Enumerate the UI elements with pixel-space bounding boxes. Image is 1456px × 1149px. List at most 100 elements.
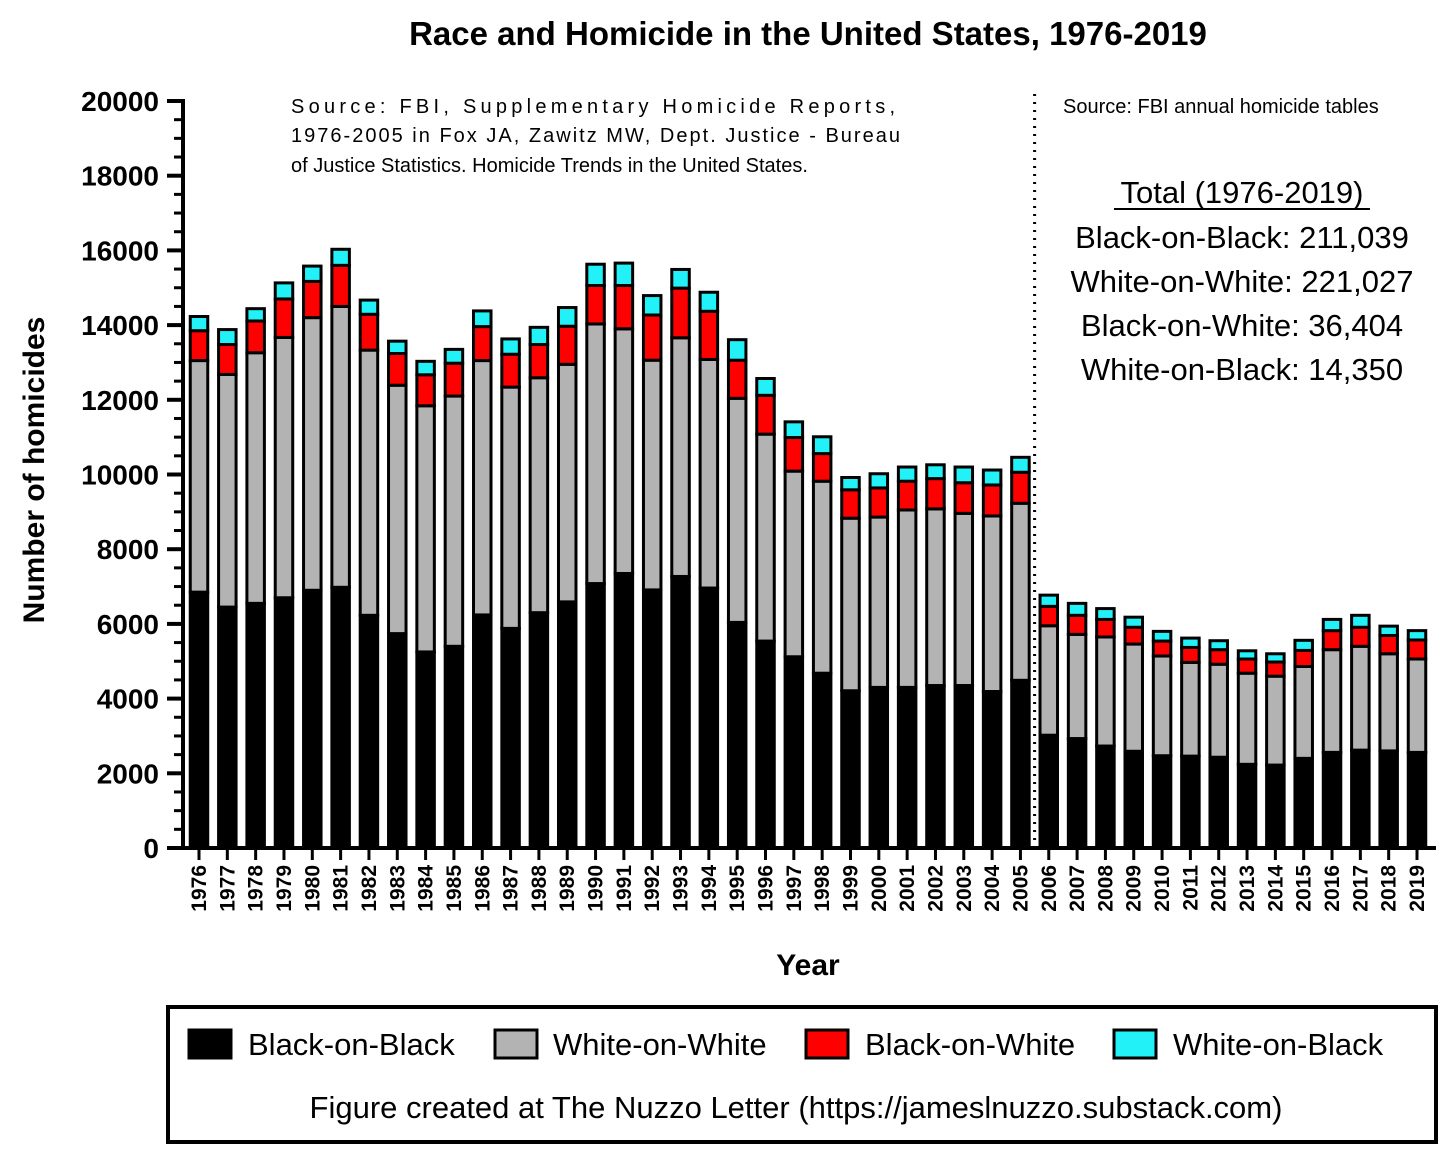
svg-text:of Justice Statistics. Homicid: of Justice Statistics. Homicide Trends i… (291, 155, 808, 177)
bar-stack-1996 (755, 377, 776, 850)
total-white-on-white: White-on-White: 221,027 (1071, 264, 1414, 299)
bar-stack-1981 (330, 247, 351, 850)
bar-black-on-black-1977 (217, 605, 238, 850)
bar-black-on-white-2002 (925, 477, 946, 511)
bar-black-on-black-2003 (953, 684, 975, 850)
bar-white-on-black-1986 (472, 309, 493, 329)
x-tick-label: 1988 (528, 865, 551, 912)
x-tick-label: 1999 (839, 865, 862, 912)
bar-stack-2009 (1123, 615, 1144, 850)
bar-black-on-white-2014 (1265, 660, 1286, 678)
bar-black-on-black-2016 (1321, 750, 1343, 850)
bar-white-on-black-2008 (1095, 607, 1116, 621)
bar-black-on-black-2012 (1208, 755, 1229, 850)
bar-stack-1986 (472, 309, 493, 850)
x-tick-label: 1978 (245, 865, 268, 912)
bar-black-on-black-1994 (698, 586, 720, 850)
bar-black-on-black-1995 (726, 620, 748, 850)
bar-black-on-white-1990 (585, 284, 606, 326)
x-tick-label: 1998 (811, 865, 834, 912)
bar-stack-2017 (1350, 613, 1371, 850)
x-tick-label: 2010 (1151, 865, 1174, 912)
bar-black-on-black-1983 (387, 632, 408, 850)
bar-black-on-black-1985 (443, 644, 465, 850)
left-source-note: Source: FBI, Supplementary Homicide Repo… (291, 96, 900, 177)
bar-white-on-black-1994 (698, 290, 720, 313)
bar-black-on-white-1989 (556, 324, 578, 366)
bar-stack-1989 (556, 306, 578, 850)
bar-black-on-white-2005 (1010, 470, 1031, 505)
x-tick-label: 1989 (556, 865, 579, 912)
y-tick-label: 6000 (97, 609, 159, 640)
bar-black-on-white-1979 (273, 297, 295, 339)
x-tick-label: 2000 (868, 865, 891, 912)
bar-stack-2011 (1180, 636, 1201, 850)
x-tick-label: 1983 (386, 865, 409, 912)
bar-black-on-black-1997 (783, 655, 805, 850)
bar-stack-2002 (925, 463, 946, 850)
x-tick-label: 1993 (670, 865, 693, 912)
x-tick-label: 2007 (1066, 865, 1089, 912)
bar-white-on-black-1978 (245, 307, 266, 323)
bar-black-on-white-1976 (188, 329, 210, 363)
legend-swatch-black-on-black (187, 1028, 233, 1060)
bar-black-on-white-1992 (641, 313, 663, 362)
bar-stack-1978 (245, 307, 266, 850)
bar-black-on-black-2015 (1293, 756, 1314, 850)
legend-label-black-on-white: Black-on-White (865, 1027, 1075, 1062)
bar-stack-2014 (1265, 652, 1286, 850)
x-tick-label: 1979 (273, 865, 296, 912)
y-tick-label: 2000 (97, 758, 159, 789)
bar-black-on-white-2012 (1208, 648, 1229, 666)
bar-stack-2018 (1378, 624, 1399, 850)
bar-black-on-white-1995 (726, 358, 748, 400)
svg-text:1976-2005 in Fox JA, Zawitz MW: 1976-2005 in Fox JA, Zawitz MW, Dept. Ju… (291, 125, 900, 147)
x-tick-label: 2006 (1038, 865, 1061, 912)
bar-white-on-white-1979 (273, 335, 295, 600)
bar-black-on-white-1998 (811, 452, 833, 483)
bar-black-on-white-2019 (1406, 638, 1428, 661)
x-tick-label: 1977 (216, 865, 239, 912)
total-black-on-white: Black-on-White: 36,404 (1081, 308, 1403, 343)
bar-white-on-white-2001 (896, 508, 918, 689)
bar-white-on-black-1989 (556, 306, 578, 328)
bar-white-on-white-2011 (1180, 660, 1201, 758)
bar-black-on-black-1991 (613, 571, 635, 850)
x-tick-label: 2014 (1264, 865, 1287, 912)
bar-white-on-white-1999 (840, 516, 861, 693)
bar-white-on-white-2005 (1010, 501, 1031, 682)
bar-white-on-black-2010 (1151, 629, 1173, 643)
bar-white-on-black-2016 (1321, 617, 1343, 633)
bar-black-on-black-2004 (981, 690, 1003, 850)
bar-white-on-white-1991 (613, 327, 635, 575)
bar-white-on-black-2019 (1406, 629, 1428, 642)
y-axis-label: Number of homicides (18, 317, 51, 624)
bar-white-on-white-1982 (358, 348, 380, 617)
x-tick-label: 2002 (924, 865, 947, 912)
bar-black-on-black-1988 (528, 611, 550, 850)
bar-white-on-black-2006 (1038, 593, 1060, 608)
bar-white-on-white-2009 (1123, 642, 1144, 753)
bar-black-on-black-2013 (1236, 762, 1258, 850)
bar-black-on-white-1999 (840, 488, 861, 520)
legend-frame (166, 1005, 1438, 1144)
bar-black-on-black-1978 (245, 601, 266, 850)
bar-black-on-white-2008 (1095, 617, 1116, 639)
x-tick-label: 1985 (443, 865, 466, 912)
bar-stack-2001 (896, 465, 918, 850)
bar-black-on-white-2001 (896, 479, 918, 512)
bar-white-on-white-2006 (1038, 624, 1060, 737)
bar-stack-1995 (726, 338, 748, 850)
bar-black-on-white-1984 (415, 373, 436, 408)
bar-stack-1983 (387, 339, 408, 850)
bar-white-on-white-2000 (868, 515, 890, 689)
x-tick-label: 1980 (301, 865, 324, 912)
x-tick-label: 1995 (726, 865, 749, 912)
bar-stack-2015 (1293, 638, 1314, 850)
bar-white-on-white-1994 (698, 357, 720, 590)
bar-white-on-white-2015 (1293, 664, 1314, 760)
bar-white-on-white-2008 (1095, 635, 1116, 748)
y-tick-label: 18000 (81, 161, 159, 192)
bar-white-on-black-1982 (358, 298, 380, 316)
